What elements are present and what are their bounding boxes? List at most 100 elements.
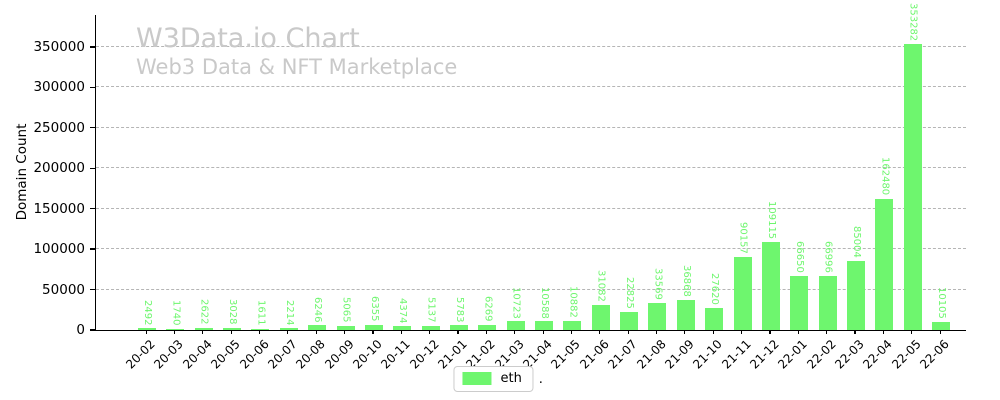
- x-tick-mark: [429, 330, 431, 334]
- legend-label: eth: [500, 371, 522, 386]
- x-tick-mark: [882, 330, 884, 334]
- bar-value-label: 162480: [879, 157, 891, 196]
- x-tick-mark: [145, 330, 147, 334]
- x-tick-mark: [797, 330, 799, 334]
- bar-21-02: [478, 324, 497, 330]
- bar-value-label: 85004: [850, 226, 862, 259]
- bar-22-04: [875, 198, 894, 330]
- bar-21-05: [563, 321, 582, 330]
- bar-20-02: [138, 328, 156, 330]
- gridline: [96, 288, 966, 290]
- bar-22-01: [790, 276, 809, 330]
- x-tick-label: 22-02: [803, 337, 839, 372]
- bar-value-label: 90157: [737, 222, 749, 255]
- bar-20-11: [393, 326, 412, 330]
- x-tick-mark: [911, 330, 913, 334]
- bar-value-label: 2622: [198, 299, 210, 325]
- bar-22-05: [903, 44, 922, 330]
- y-tick-label: 100000: [33, 241, 85, 258]
- x-tick-mark: [854, 330, 856, 334]
- x-tick-mark: [344, 330, 346, 334]
- bar-value-label: 66650: [794, 241, 806, 274]
- y-tick-label: 350000: [33, 39, 85, 55]
- bar-value-label: 353282: [907, 3, 919, 42]
- y-tick-mark: [90, 46, 95, 48]
- x-tick-mark: [627, 330, 629, 334]
- x-tick-label: 20-02: [123, 337, 158, 372]
- y-tick-label: 200000: [33, 160, 85, 177]
- bar-21-09: [676, 300, 695, 330]
- y-tick-mark: [90, 248, 95, 250]
- x-tick-label: 21-11: [718, 337, 754, 372]
- bar-value-label: 22825: [624, 276, 636, 309]
- bar-value-label: 6246: [312, 296, 324, 322]
- x-tick-label: 21-12: [747, 337, 782, 372]
- x-tick-mark: [769, 330, 771, 334]
- x-axis: 20-02 20-03 20-04 20-05 20-06 20-07 20-08 20-09…: [95, 330, 965, 400]
- bar-value-label: 27620: [709, 272, 721, 305]
- bar-value-label: 109115: [765, 200, 777, 239]
- y-tick-label: 50000: [42, 281, 85, 298]
- x-tick-mark: [457, 330, 459, 334]
- gridline: [96, 248, 966, 250]
- bar-21-12: [761, 241, 780, 330]
- x-tick-mark: [684, 330, 686, 334]
- x-tick-label: 22-06: [917, 337, 952, 372]
- bar-value-label: 4374: [397, 298, 409, 324]
- x-tick-label: 20-12: [406, 337, 442, 372]
- gridline: [96, 207, 966, 209]
- y-tick-mark: [90, 288, 95, 291]
- bar-value-label: 5783: [453, 296, 465, 323]
- y-tick-label: 0: [76, 322, 85, 338]
- bar-20-07: [279, 328, 298, 330]
- x-tick-mark: [599, 330, 601, 334]
- x-tick-label: 21-08: [633, 337, 669, 372]
- bar-20-05: [223, 327, 242, 330]
- x-tick-label: 20-09: [321, 337, 357, 372]
- x-tick-label: 20-04: [180, 337, 215, 372]
- x-tick-mark: [372, 330, 374, 334]
- x-tick-mark: [939, 330, 941, 334]
- legend-swatch-eth: [462, 372, 492, 385]
- x-tick-mark: [741, 330, 743, 334]
- gridline: [96, 126, 966, 128]
- bar-value-label: 6269: [482, 296, 494, 322]
- bar-value-label: 31082: [595, 270, 607, 302]
- x-tick-label: 21-10: [690, 337, 726, 372]
- x-tick-mark: [400, 330, 402, 334]
- legend-box: eth: [453, 366, 534, 392]
- x-tick-mark: [542, 330, 544, 334]
- bar-21-06: [591, 304, 610, 330]
- x-tick-mark: [826, 330, 828, 334]
- bar-21-07: [620, 311, 639, 330]
- x-tick-label: 20-08: [293, 337, 329, 372]
- y-tick-label: 150000: [33, 200, 85, 217]
- x-tick-label: 22-03: [832, 337, 867, 372]
- y-tick-mark: [90, 86, 95, 88]
- bar-value-label: 1740: [170, 300, 182, 326]
- bar-value-label: 33569: [652, 268, 664, 300]
- bar-value-label: 10105: [936, 287, 947, 319]
- y-tick-mark: [90, 208, 95, 210]
- legend-suffix-dot: .: [538, 371, 543, 387]
- x-tick-label: 21-06: [577, 337, 612, 372]
- bar-21-11: [733, 257, 752, 330]
- bar-22-02: [818, 275, 837, 330]
- x-tick-label: 22-01: [775, 337, 811, 372]
- gridline: [96, 46, 966, 47]
- bar-21-03: [506, 321, 525, 330]
- bar-22-03: [846, 261, 865, 330]
- x-tick-mark: [258, 330, 261, 334]
- bar-value-label: 2214: [283, 299, 295, 326]
- bar-20-12: [421, 325, 440, 330]
- bar-value-label: 1611: [255, 300, 267, 326]
- x-tick-mark: [315, 330, 317, 334]
- gridline: [96, 167, 966, 169]
- bar-20-10: [364, 324, 383, 330]
- bar-value-label: 5065: [340, 297, 352, 323]
- x-tick-label: 21-07: [605, 337, 640, 372]
- x-tick-mark: [485, 330, 487, 334]
- bar-22-06: [932, 321, 950, 330]
- x-tick-mark: [655, 330, 658, 334]
- legend: eth .: [453, 366, 543, 392]
